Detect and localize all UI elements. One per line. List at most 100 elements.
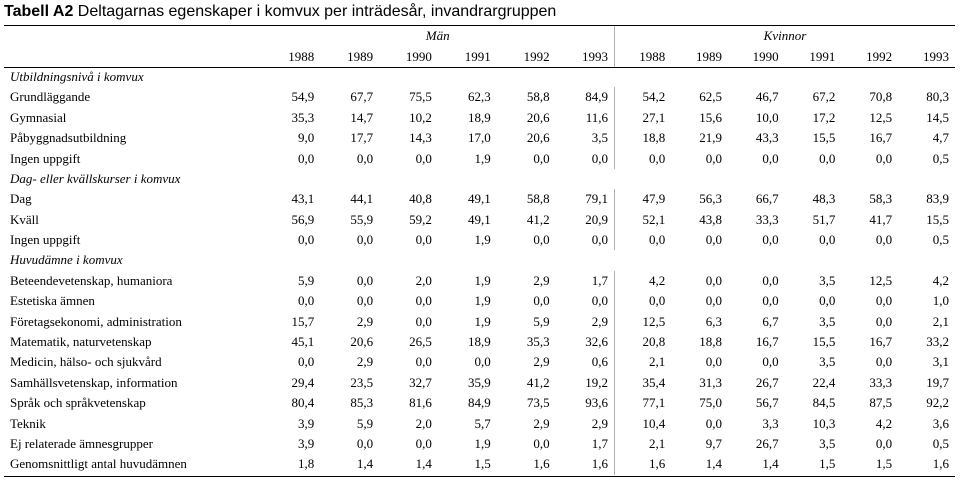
value-cell-women: 0,5 [932, 150, 949, 166]
value-cell-women: 66,7 [755, 191, 779, 207]
value-cell-women: 77,1 [613, 393, 672, 414]
row-label: Påbyggnadsutbildning [10, 130, 127, 146]
section-heading-row: Huvudämne i komvux [4, 250, 955, 270]
table-row: Estetiska ämnen 0,0 0,0 0,0 1,9 0,0 0,0 0,0 0,0 0… [4, 291, 955, 312]
value-cell-women: 2,1 [613, 352, 672, 373]
table-row: Ingen uppgift 0,0 0,0 0,0 1,9 0,0 0,0 0,0 0,0 0,0… [4, 229, 955, 251]
year-header-men-1990: 1990 [405, 48, 432, 64]
value-cell-men: 35,3 [291, 109, 315, 125]
value-cell-women: 0,0 [613, 148, 672, 169]
value-cell-women: 10,3 [812, 415, 836, 431]
value-cell-women: 62,5 [699, 89, 722, 105]
value-cell-men: 17,0 [467, 130, 491, 146]
table-row: Företagsekonomi, administration 15,7 2,9 0,… [4, 311, 955, 332]
value-cell-men: 10,2 [409, 109, 432, 125]
value-cell-men: 35,3 [526, 334, 550, 350]
value-cell-men: 2,9 [591, 415, 608, 431]
value-cell-women: 46,7 [755, 89, 779, 105]
value-cell-women: 67,2 [812, 89, 836, 105]
value-cell-men: 54,9 [291, 89, 315, 105]
value-cell-men: 2,9 [533, 415, 550, 431]
value-cell-men: 40,8 [409, 191, 432, 207]
value-cell-men: 3,5 [591, 130, 608, 146]
stub-header [4, 26, 261, 46]
value-cell-women: 15,5 [926, 211, 949, 227]
value-cell-women: 33,3 [755, 211, 779, 227]
row-label: Teknik [10, 415, 46, 431]
value-cell-women: 9,7 [705, 436, 722, 451]
row-label: Kväll [10, 211, 39, 227]
value-cell-men: 18,9 [467, 334, 491, 350]
value-cell-women: 16,7 [755, 334, 779, 350]
section-heading: Utbildningsnivå i komvux [10, 68, 144, 84]
value-cell-women: 0,0 [613, 229, 672, 251]
value-cell-men: 84,9 [467, 395, 491, 411]
value-cell-women: 17,2 [812, 109, 836, 125]
value-cell-men: 0,0 [591, 150, 608, 166]
row-label: Företagsekonomi, administration [10, 313, 182, 329]
value-cell-women: 0,0 [875, 436, 893, 451]
value-cell-men: 55,9 [350, 211, 374, 227]
value-cell-men: 85,3 [350, 395, 374, 411]
value-cell-men: 0,0 [591, 232, 608, 248]
table-caption: Deltagarnas egenskaper i komvux per intr… [73, 3, 557, 20]
year-header-women-1993: 1993 [923, 48, 949, 64]
value-cell-women: 0,0 [875, 232, 893, 248]
year-header-row: 1988 1989 1990 1991 1992 1993 1988 1989 1990 1991… [4, 46, 955, 67]
value-cell-women: 0,0 [875, 150, 893, 166]
value-cell-men: 9,0 [298, 130, 315, 146]
value-cell-women: 31,3 [699, 374, 722, 390]
value-cell-men: 19,2 [585, 374, 608, 390]
value-cell-women: 92,2 [926, 395, 949, 411]
value-cell-women: 87,5 [869, 395, 893, 411]
value-cell-women: 4,2 [875, 415, 893, 431]
value-cell-men: 2,9 [591, 313, 608, 329]
value-cell-men: 0,0 [415, 232, 432, 248]
year-header-men-1993: 1993 [581, 48, 608, 64]
value-cell-men: 79,1 [585, 191, 608, 207]
row-label: Dag [10, 191, 32, 207]
value-cell-men: 84,9 [585, 89, 608, 105]
section-heading-filler [261, 169, 955, 189]
value-cell-women: 83,9 [926, 191, 949, 207]
value-cell-men: 0,0 [533, 436, 550, 451]
value-cell-men: 1,9 [474, 436, 491, 451]
value-cell-men: 2,0 [415, 415, 432, 431]
value-cell-men: 0,0 [415, 150, 432, 166]
value-cell-women: 0,0 [762, 272, 779, 288]
value-cell-men: 32,6 [585, 334, 608, 350]
value-cell-men: 0,0 [298, 232, 315, 248]
value-cell-men: 11,6 [585, 109, 608, 125]
stub-header-years [4, 46, 261, 66]
section-heading-filler [261, 250, 955, 270]
value-cell-women: 10,0 [755, 109, 779, 125]
value-cell-men: 2,9 [533, 272, 550, 288]
value-cell-women: 1,4 [762, 456, 779, 472]
year-header-women-1988: 1988 [613, 46, 672, 67]
value-cell-women: 6,3 [705, 313, 722, 329]
value-cell-women: 3,5 [819, 313, 836, 329]
value-cell-men: 20,6 [350, 334, 374, 350]
value-cell-women: 4,2 [613, 270, 672, 292]
value-cell-men: 58,8 [526, 191, 550, 207]
value-cell-women: 75,0 [699, 395, 722, 411]
value-cell-women: 0,0 [875, 354, 893, 370]
value-cell-men: 1,4 [356, 456, 374, 472]
value-cell-men: 0,0 [298, 354, 315, 370]
value-cell-men: 5,9 [533, 313, 550, 329]
value-cell-women: 3,3 [762, 415, 779, 431]
section-heading-filler [261, 67, 955, 87]
value-cell-women: 0,0 [705, 415, 722, 431]
value-cell-women: 0,0 [762, 293, 779, 309]
table-row: Ingen uppgift 0,0 0,0 0,0 1,9 0,0 0,0 0,0 0,0 0,0… [4, 148, 955, 169]
value-cell-men: 45,1 [291, 334, 315, 350]
value-cell-women: 43,3 [755, 130, 779, 146]
value-cell-men: 1,6 [591, 456, 608, 472]
year-header-women-1991: 1991 [809, 48, 836, 64]
value-cell-men: 32,7 [409, 374, 432, 390]
value-cell-women: 22,4 [812, 374, 836, 390]
value-cell-men: 29,4 [291, 374, 315, 390]
value-cell-men: 1,4 [415, 456, 432, 472]
value-cell-women: 27,1 [613, 107, 672, 128]
value-cell-men: 0,0 [298, 150, 315, 166]
